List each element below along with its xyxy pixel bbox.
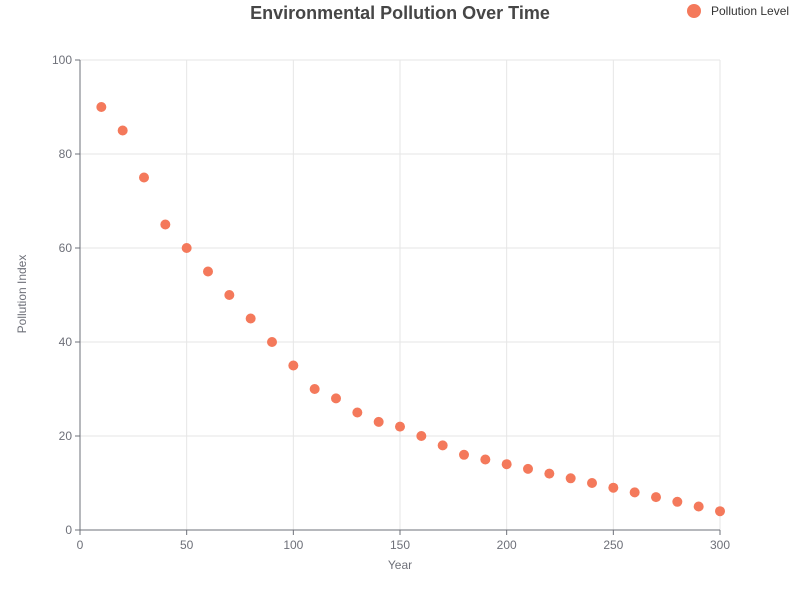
data-point[interactable] (715, 506, 725, 517)
data-point[interactable] (160, 219, 171, 230)
data-point[interactable] (224, 290, 235, 300)
x-tick-label: 250 (603, 538, 623, 552)
data-point[interactable] (565, 473, 576, 484)
tick-labels: 0 50 100 150 200 250 300 0 20 40 60 80 100 (52, 53, 730, 552)
y-tick-label: 80 (59, 147, 73, 161)
data-point[interactable] (587, 478, 597, 488)
data-point[interactable] (352, 407, 363, 418)
data-point[interactable] (651, 492, 661, 503)
data-point[interactable] (501, 459, 512, 470)
data-point[interactable] (267, 337, 277, 347)
axes (75, 59, 721, 535)
data-point[interactable] (693, 501, 704, 512)
y-tick-label: 100 (52, 53, 72, 67)
x-axis-label: Year (388, 558, 412, 572)
data-point[interactable] (395, 421, 405, 432)
y-tick-label: 0 (65, 523, 72, 537)
data-point[interactable] (437, 440, 448, 451)
data-point[interactable] (672, 496, 683, 507)
data-point[interactable] (373, 416, 384, 427)
y-axis-label: Pollution Index (15, 255, 29, 334)
data-points[interactable] (96, 102, 725, 517)
y-tick-label: 20 (59, 429, 73, 443)
chart-title: Environmental Pollution Over Time (250, 3, 550, 23)
x-tick-label: 50 (180, 538, 194, 552)
data-point[interactable] (139, 172, 149, 183)
data-point[interactable] (96, 102, 107, 112)
data-point[interactable] (288, 360, 299, 371)
data-point[interactable] (544, 468, 555, 479)
x-tick-label: 150 (390, 538, 410, 552)
x-tick-label: 0 (77, 538, 84, 552)
x-tick-label: 300 (710, 538, 730, 552)
data-point[interactable] (523, 463, 533, 474)
data-point[interactable] (309, 384, 320, 394)
y-tick-label: 60 (59, 241, 73, 255)
data-point[interactable] (459, 449, 469, 460)
data-point[interactable] (181, 243, 192, 253)
data-point[interactable] (203, 266, 213, 277)
data-point[interactable] (608, 482, 619, 493)
data-point[interactable] (629, 487, 640, 498)
data-point[interactable] (480, 454, 491, 465)
data-point[interactable] (331, 393, 341, 404)
legend[interactable]: Pollution Level (687, 4, 789, 18)
data-point[interactable] (416, 431, 427, 441)
data-point[interactable] (117, 125, 128, 136)
grid (80, 59, 721, 530)
x-tick-label: 200 (497, 538, 517, 552)
data-point[interactable] (245, 313, 256, 324)
legend-label: Pollution Level (711, 4, 789, 18)
y-tick-label: 40 (59, 335, 73, 349)
legend-marker (687, 4, 701, 18)
x-tick-label: 100 (283, 538, 303, 552)
